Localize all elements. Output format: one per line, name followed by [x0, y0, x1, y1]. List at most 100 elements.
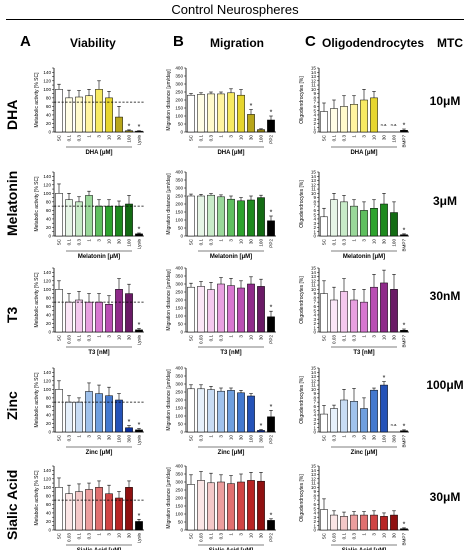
zinc-oligo-ytick-label: 0	[313, 430, 316, 435]
zinc-viability-ylabel: Metabolic activity [% SC]	[34, 372, 40, 428]
sia-migration-category-label: 1	[229, 533, 234, 536]
mel-migration-significance-star: *	[270, 210, 273, 217]
zinc-migration-ytick-label: 50	[178, 422, 184, 427]
dha-viability-category-label: 0.1	[67, 135, 72, 142]
sia-oligo-category-label: BMP7	[402, 533, 407, 546]
t3-viability-bar	[95, 301, 103, 333]
sia-viability-category-label: 0.1	[77, 533, 82, 540]
zinc-oligo-bar	[320, 413, 328, 433]
zinc-oligo-category-label: 300	[392, 435, 397, 443]
zinc-viability-ytick-label: 60	[46, 404, 52, 409]
zinc-oligo-bar	[400, 430, 408, 433]
t3-oligo-bar	[350, 299, 358, 333]
zinc-migration-significance-star: *	[260, 423, 263, 430]
t3-viability-ytick-label: 60	[46, 304, 52, 309]
dha-viability-bar	[55, 89, 63, 133]
t3-oligo-bar	[370, 286, 378, 333]
zinc-viability-ytick-label: 20	[46, 421, 52, 426]
sia-viability-category-label: 30	[127, 533, 132, 539]
mel-oligo-bar	[380, 203, 388, 237]
zinc-viability-xlabel: Zinc [μM]	[86, 450, 113, 456]
mel-oligo-category-label: BMP7	[402, 239, 407, 252]
dha-migration-xlabel: DHA [μM]	[217, 150, 244, 156]
t3-oligo-category-label: 0.03	[332, 335, 337, 344]
dha-migration-ylabel: Migration distance [μm/day]	[166, 69, 172, 131]
t3-migration-ytick-label: 0	[180, 330, 183, 335]
dha-migration-ytick-label: 200	[175, 98, 183, 103]
sia-oligo-ytick-label: 5	[313, 506, 316, 511]
zinc-oligo-bar	[360, 408, 368, 433]
sia-viability-bar	[105, 493, 113, 531]
t3-viability-bar	[115, 289, 123, 333]
dha-viability-ytick-label: 40	[46, 113, 52, 118]
dha-viability-bar	[135, 130, 143, 133]
sia-viability-category-label: 1	[97, 533, 102, 536]
t3-viability-bar	[135, 329, 143, 333]
zinc-oligo-ytick-label: 7	[313, 400, 316, 405]
t3-oligo-ytick-label: 13	[311, 274, 317, 279]
t3-oligo-xlabel: T3 [nM]	[353, 350, 374, 356]
dha-oligo-ytick-label: 13	[311, 74, 317, 79]
t3-migration-xlabel: T3 [nM]	[220, 350, 241, 356]
mel-oligo-bar	[330, 199, 338, 237]
mel-oligo-ytick-label: 13	[311, 178, 317, 183]
mel-migration-bar	[257, 197, 265, 237]
t3-migration-bar	[197, 286, 205, 333]
sia-migration-bar	[247, 480, 255, 531]
t3-oligo-ytick-label: 11	[311, 283, 316, 288]
t3-migration-bar	[247, 283, 255, 333]
dha-viability-ytick-label: 100	[43, 87, 51, 92]
zinc-viability-category-label: 300	[127, 435, 132, 443]
column-c-letter: C	[305, 33, 316, 50]
zinc-oligo-category-label: 1	[342, 435, 347, 438]
sia-oligo-ytick-label: 8	[313, 493, 316, 498]
sia-viability-ytick-label: 0	[48, 528, 51, 533]
dha-migration-bar	[197, 94, 205, 133]
sia-oligo-significance-star: *	[403, 521, 406, 528]
t3-viability-bar	[75, 299, 83, 333]
sia-migration-bar	[217, 481, 225, 531]
dha-oligo-bar	[360, 99, 368, 133]
sia-viability-bar	[65, 493, 73, 531]
dha-migration-bar	[227, 92, 235, 133]
mel-viability-bar	[85, 195, 93, 237]
mel-oligo-category-label: SC	[322, 238, 327, 245]
mel-viability-category-label: 30	[117, 239, 122, 245]
sia-oligo-bar	[360, 514, 368, 531]
t3-oligo-category-label: SC	[322, 334, 327, 341]
t3-migration-bar	[207, 289, 215, 333]
zinc-oligo-category-label: 3	[352, 435, 357, 438]
zinc-migration-ytick-label: 0	[180, 430, 183, 435]
zinc-oligo-na-label: n.a.	[391, 422, 398, 427]
dha-oligo-ytick-label: 5	[313, 108, 316, 113]
t3-oligo-category-label: 0.1	[342, 335, 347, 342]
zinc-oligo-ytick-label: 14	[311, 370, 317, 375]
mel-oligo-ytick-label: 11	[311, 187, 316, 192]
dha-viability-significance-star: *	[128, 123, 131, 130]
sia-viability-xlabel: Sialic Acid [μM]	[77, 548, 121, 550]
t3-viability-ytick-label: 0	[48, 330, 51, 335]
sia-viability-ytick-label: 120	[43, 476, 51, 481]
zinc-viability-category-label: Lysis	[137, 434, 142, 445]
zinc-oligo-ytick-label: 11	[311, 383, 316, 388]
mel-oligo-ytick-label: 6	[313, 208, 316, 213]
sia-oligo-bar	[380, 516, 388, 531]
zinc-viability-bar	[135, 429, 143, 433]
zinc-oligo-ytick-label: 15	[311, 366, 317, 371]
zinc-migration-ytick-label: 200	[175, 398, 183, 403]
t3-migration-ytick-label: 150	[175, 306, 183, 311]
zinc-migration-category-label: PP2	[269, 435, 274, 444]
sia-migration-ytick-label: 250	[175, 488, 183, 493]
dha-viability-category-label: 0.3	[77, 135, 82, 142]
mtc-sialic-acid: 30μM	[429, 490, 461, 504]
dha-oligo-na-label: n.a.	[391, 122, 398, 127]
mel-migration-ylabel: Migration distance [μm/day]	[166, 173, 172, 235]
sia-oligo-ytick-label: 3	[313, 515, 316, 520]
mel-migration-bar	[197, 195, 205, 237]
sia-oligo-category-label: 0.1	[342, 533, 347, 540]
zinc-viability-ytick-label: 40	[46, 413, 52, 418]
